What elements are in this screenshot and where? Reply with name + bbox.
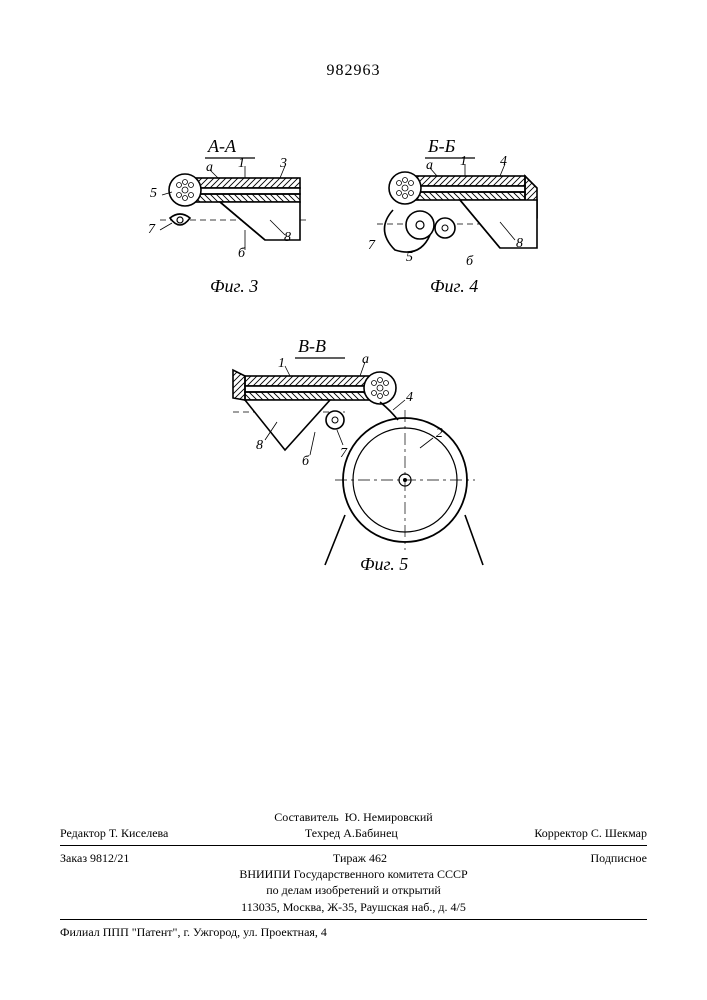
fig5-1: 1 bbox=[278, 356, 285, 372]
fig4-7: 7 bbox=[368, 238, 375, 254]
fig4-6: б bbox=[466, 254, 473, 270]
fig5-6: б bbox=[302, 454, 309, 470]
fig4-a: а bbox=[426, 158, 433, 174]
fig4-4: 4 bbox=[500, 154, 507, 170]
fig5-8: 8 bbox=[256, 438, 263, 454]
fig3-1: 1 bbox=[238, 156, 245, 172]
fig3-3: 3 bbox=[280, 156, 287, 172]
editor: Т. Киселева bbox=[109, 826, 169, 840]
fig3-7: 7 bbox=[148, 222, 155, 238]
rule1 bbox=[60, 845, 647, 846]
org-addr: 113035, Москва, Ж-35, Раушская наб., д. … bbox=[241, 899, 466, 915]
org2: по делам изобретений и открытий bbox=[266, 882, 441, 898]
doc-number: 982963 bbox=[327, 62, 381, 80]
colophon: Составитель Ю. Немировский Редактор Т. К… bbox=[0, 809, 707, 940]
fig3-caption: Фиг. 3 bbox=[210, 276, 258, 297]
branch: Филиал ППП "Патент", г. Ужгород, ул. Про… bbox=[60, 924, 327, 940]
fig5-2: 2 bbox=[436, 426, 443, 442]
fig4-section: Б-Б bbox=[428, 136, 455, 157]
techred: А.Бабинец bbox=[343, 826, 398, 840]
fig5-caption: Фиг. 5 bbox=[360, 554, 408, 575]
subscribe: Подписное bbox=[591, 850, 648, 866]
order: Заказ 9812/21 bbox=[60, 850, 129, 866]
fig3-6: б bbox=[238, 246, 245, 262]
fig4-caption: Фиг. 4 bbox=[430, 276, 478, 297]
fig5-7: 7 bbox=[340, 446, 347, 462]
fig4-1: 1 bbox=[460, 154, 467, 170]
fig5-a: а bbox=[362, 352, 369, 368]
fig5-4: 4 bbox=[406, 390, 413, 406]
page: 982963 bbox=[0, 0, 707, 1000]
rule2 bbox=[60, 919, 647, 920]
techred-label: Техред bbox=[305, 826, 340, 840]
tirage: Тираж 462 bbox=[333, 850, 387, 866]
fig3-8: 8 bbox=[284, 230, 291, 246]
compiler: Ю. Немировский bbox=[345, 809, 433, 825]
fig4-8: 8 bbox=[516, 236, 523, 252]
fig3-5: 5 bbox=[150, 186, 157, 202]
corrector-label: Корректор bbox=[534, 826, 588, 840]
corrector: С. Шекмар bbox=[591, 826, 647, 840]
editor-label: Редактор bbox=[60, 826, 106, 840]
fig4-5: 5 bbox=[406, 250, 413, 266]
compiler-label: Составитель bbox=[274, 809, 338, 825]
fig3-section: А-А bbox=[208, 136, 236, 157]
fig5-drawing bbox=[215, 340, 495, 580]
fig5-section: В-В bbox=[298, 336, 326, 357]
fig3-a: а bbox=[206, 160, 213, 176]
org1: ВНИИПИ Государственного комитета СССР bbox=[239, 866, 467, 882]
